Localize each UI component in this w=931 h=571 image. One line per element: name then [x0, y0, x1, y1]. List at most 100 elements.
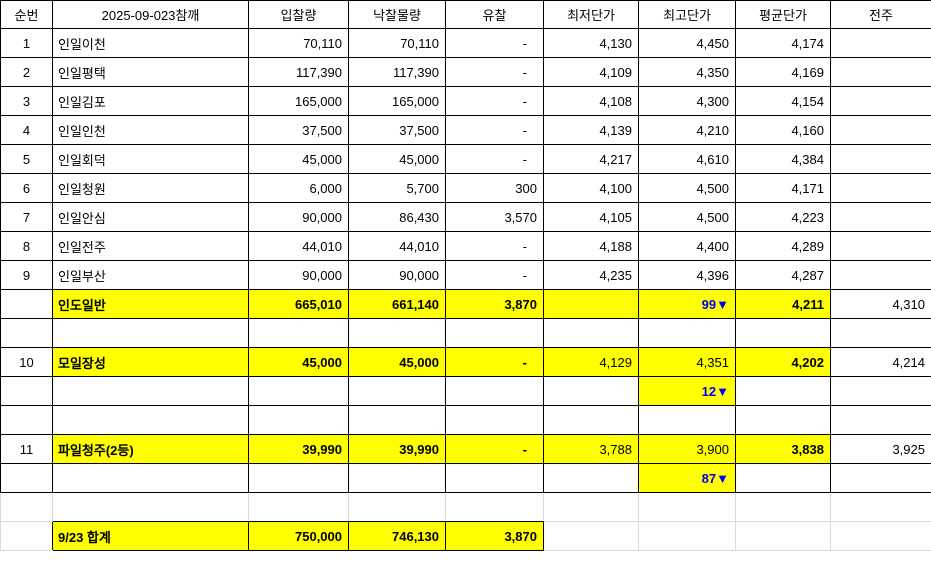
cell-bid[interactable]: 6,000 — [248, 173, 349, 203]
cell-failed[interactable]: 3,870 — [445, 289, 544, 319]
cell-failed[interactable] — [445, 463, 544, 493]
cell-min[interactable]: 4,235 — [543, 260, 639, 290]
cell-no[interactable] — [0, 289, 53, 319]
cell-no[interactable]: 2 — [0, 57, 53, 87]
cell-prev[interactable]: 4,310 — [830, 289, 931, 319]
cell-name[interactable]: 인일인천 — [52, 115, 249, 145]
cell-prev[interactable] — [830, 86, 931, 116]
cell-failed[interactable] — [445, 492, 544, 522]
cell-bid[interactable] — [248, 405, 349, 435]
cell-no[interactable]: 7 — [0, 202, 53, 232]
cell-name[interactable]: 인일청원 — [52, 173, 249, 203]
cell-no[interactable]: 9 — [0, 260, 53, 290]
cell-prev[interactable] — [830, 144, 931, 174]
cell-bid[interactable]: 665,010 — [248, 289, 349, 319]
cell-avg[interactable]: 3,838 — [735, 434, 831, 464]
cell-prev[interactable] — [830, 173, 931, 203]
header-max[interactable]: 최고단가 — [638, 0, 736, 29]
cell-name[interactable]: 인일회덕 — [52, 144, 249, 174]
cell-min[interactable]: 4,188 — [543, 231, 639, 261]
cell-no[interactable]: 10 — [0, 347, 53, 377]
cell-failed[interactable]: - — [445, 231, 544, 261]
cell-avg[interactable] — [735, 492, 831, 522]
cell-min[interactable] — [543, 521, 639, 551]
cell-prev[interactable] — [830, 376, 931, 406]
header-name[interactable]: 2025-09-023참깨 — [52, 0, 249, 29]
cell-won[interactable] — [348, 463, 446, 493]
cell-won[interactable]: 661,140 — [348, 289, 446, 319]
header-won[interactable]: 낙찰물량 — [348, 0, 446, 29]
cell-prev[interactable] — [830, 492, 931, 522]
cell-max[interactable]: 4,450 — [638, 28, 736, 58]
cell-failed[interactable]: - — [445, 57, 544, 87]
cell-failed[interactable] — [445, 376, 544, 406]
cell-avg[interactable] — [735, 405, 831, 435]
cell-min[interactable] — [543, 492, 639, 522]
cell-name[interactable]: 인일김포 — [52, 86, 249, 116]
header-avg[interactable]: 평균단가 — [735, 0, 831, 29]
cell-bid[interactable]: 90,000 — [248, 260, 349, 290]
cell-min[interactable]: 4,139 — [543, 115, 639, 145]
cell-won[interactable] — [348, 492, 446, 522]
cell-prev[interactable] — [830, 28, 931, 58]
header-failed[interactable]: 유찰 — [445, 0, 544, 29]
cell-max[interactable]: 12▼ — [638, 376, 736, 406]
cell-bid[interactable]: 39,990 — [248, 434, 349, 464]
cell-max[interactable]: 4,210 — [638, 115, 736, 145]
cell-min[interactable]: 3,788 — [543, 434, 639, 464]
cell-name[interactable]: 인일안심 — [52, 202, 249, 232]
cell-min[interactable] — [543, 376, 639, 406]
cell-won[interactable]: 90,000 — [348, 260, 446, 290]
cell-prev[interactable] — [830, 521, 931, 551]
cell-bid[interactable]: 117,390 — [248, 57, 349, 87]
cell-avg[interactable]: 4,154 — [735, 86, 831, 116]
cell-won[interactable]: 165,000 — [348, 86, 446, 116]
cell-avg[interactable] — [735, 376, 831, 406]
cell-prev[interactable]: 4,214 — [830, 347, 931, 377]
cell-min[interactable] — [543, 405, 639, 435]
cell-won[interactable] — [348, 376, 446, 406]
cell-no[interactable]: 8 — [0, 231, 53, 261]
cell-won[interactable]: 70,110 — [348, 28, 446, 58]
cell-failed[interactable] — [445, 405, 544, 435]
cell-won[interactable]: 45,000 — [348, 347, 446, 377]
cell-prev[interactable] — [830, 463, 931, 493]
cell-avg[interactable]: 4,211 — [735, 289, 831, 319]
cell-name[interactable]: 인일이천 — [52, 28, 249, 58]
cell-max[interactable] — [638, 318, 736, 348]
cell-no[interactable] — [0, 376, 53, 406]
cell-min[interactable] — [543, 318, 639, 348]
cell-min[interactable] — [543, 289, 639, 319]
cell-name[interactable] — [52, 405, 249, 435]
cell-bid[interactable]: 70,110 — [248, 28, 349, 58]
cell-prev[interactable] — [830, 202, 931, 232]
cell-failed[interactable]: - — [445, 434, 544, 464]
header-min[interactable]: 최저단가 — [543, 0, 639, 29]
cell-prev[interactable] — [830, 405, 931, 435]
cell-won[interactable]: 5,700 — [348, 173, 446, 203]
cell-bid[interactable] — [248, 492, 349, 522]
cell-no[interactable] — [0, 521, 53, 551]
cell-failed[interactable]: - — [445, 260, 544, 290]
cell-bid[interactable] — [248, 318, 349, 348]
cell-max[interactable]: 87▼ — [638, 463, 736, 493]
cell-bid[interactable]: 750,000 — [248, 521, 349, 551]
cell-name[interactable] — [52, 376, 249, 406]
cell-name[interactable] — [52, 492, 249, 522]
cell-min[interactable] — [543, 463, 639, 493]
cell-min[interactable]: 4,105 — [543, 202, 639, 232]
cell-max[interactable]: 4,610 — [638, 144, 736, 174]
cell-bid[interactable] — [248, 463, 349, 493]
cell-won[interactable]: 37,500 — [348, 115, 446, 145]
cell-avg[interactable]: 4,384 — [735, 144, 831, 174]
cell-name[interactable] — [52, 463, 249, 493]
cell-avg[interactable]: 4,223 — [735, 202, 831, 232]
cell-max[interactable]: 4,400 — [638, 231, 736, 261]
cell-won[interactable]: 86,430 — [348, 202, 446, 232]
cell-min[interactable]: 4,100 — [543, 173, 639, 203]
cell-bid[interactable]: 90,000 — [248, 202, 349, 232]
cell-won[interactable]: 39,990 — [348, 434, 446, 464]
cell-no[interactable]: 3 — [0, 86, 53, 116]
cell-bid[interactable]: 45,000 — [248, 144, 349, 174]
cell-bid[interactable]: 37,500 — [248, 115, 349, 145]
